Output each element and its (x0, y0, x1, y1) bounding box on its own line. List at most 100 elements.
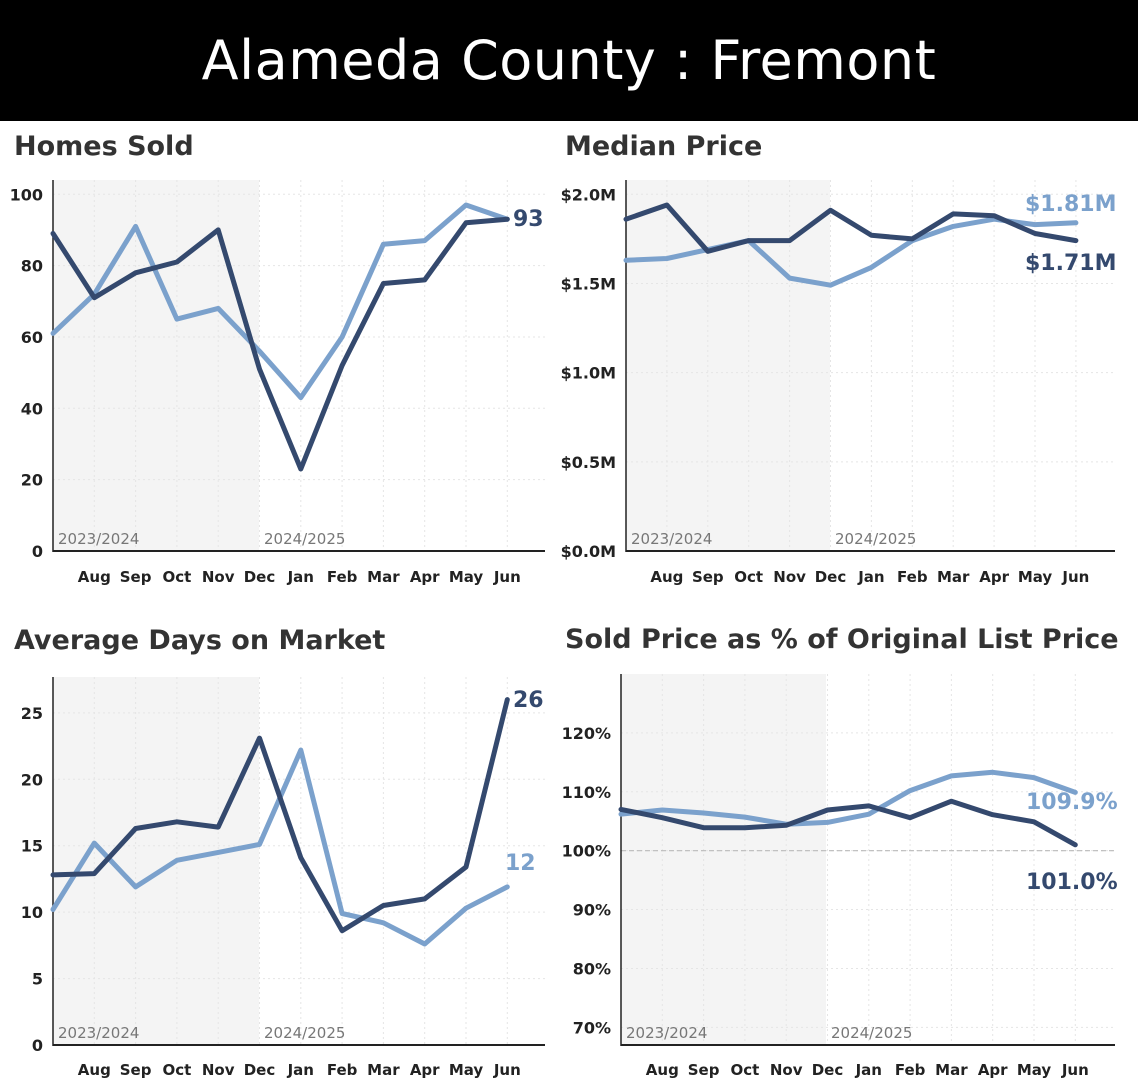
median-price-end-label: $1.81M (1025, 192, 1116, 217)
days-on-market-end-label: 12 (505, 851, 536, 876)
median-price-xtick-label: Aug (650, 568, 683, 586)
days-on-market-xtick-label: Jan (287, 1061, 314, 1079)
days-on-market-ytick-label: 25 (21, 704, 43, 723)
homes-sold-title: Homes Sold (14, 131, 194, 162)
median-price-series-current-line (623, 202, 1079, 254)
median-price-xtick-label: Nov (773, 568, 806, 586)
homes-sold-series-previous-line (50, 202, 510, 401)
sold-to-list-previous-season-shade (621, 674, 826, 1045)
sold-to-list-xtick-label: Dec (812, 1061, 844, 1079)
homes-sold-xtick-label: May (449, 568, 484, 586)
days-on-market-season-label: 2024/2025 (264, 1024, 345, 1042)
homes-sold-ytick-label: 80 (21, 257, 43, 276)
sold-to-list-ytick-label: 70% (573, 1018, 611, 1037)
homes-sold-ytick-label: 40 (21, 399, 43, 418)
sold-to-list-title: Sold Price as % of Original List Price (565, 624, 1119, 655)
sold-to-list-ytick-label: 110% (562, 783, 611, 802)
sold-to-list-xtick-label: Aug (646, 1061, 679, 1079)
median-price-previous-season-shade (626, 180, 830, 551)
median-price-end-label: $1.71M (1025, 251, 1116, 276)
median-price-season-label: 2023/2024 (631, 530, 712, 548)
sold-to-list-ytick-label: 80% (573, 959, 611, 978)
homes-sold-previous-season-shade (53, 180, 259, 551)
median-price-xtick-label: Apr (979, 568, 1009, 586)
homes-sold-season-label: 2023/2024 (58, 530, 139, 548)
homes-sold-season-label: 2024/2025 (264, 530, 345, 548)
homes-sold-ytick-label: 20 (21, 471, 43, 490)
days-on-market-xtick-label: Jun (493, 1061, 521, 1079)
homes-sold-xtick-label: Nov (202, 568, 235, 586)
median-price-ytick-label: $2.0M (561, 185, 616, 204)
homes-sold-xtick-label: Jun (493, 568, 521, 586)
median-price-ytick-label: $1.0M (561, 364, 616, 383)
days-on-market-ytick-label: 20 (21, 770, 43, 789)
days-on-market-xtick-label: Feb (327, 1061, 358, 1079)
homes-sold-xtick-label: Oct (162, 568, 191, 586)
days-on-market-xtick-label: Aug (78, 1061, 111, 1079)
sold-to-list-xtick-label: Sep (688, 1061, 720, 1079)
sold-to-list-xtick-label: Feb (895, 1061, 926, 1079)
homes-sold-xtick-label: Feb (327, 568, 358, 586)
median-price-xtick-label: Oct (734, 568, 763, 586)
days-on-market-ytick-label: 10 (21, 903, 43, 922)
days-on-market-xtick-label: May (449, 1061, 484, 1079)
homes-sold-xtick-label: Mar (367, 568, 400, 586)
sold-to-list-xtick-label: Mar (935, 1061, 968, 1079)
sold-to-list-xtick-label: Oct (730, 1061, 759, 1079)
days-on-market-season-label: 2023/2024 (58, 1024, 139, 1042)
days-on-market-previous-season-shade (53, 677, 259, 1045)
days-on-market-xtick-label: Apr (410, 1061, 440, 1079)
median-price-chart: $0.0M $0.5M $1.0M $1.5M $2.0M Aug Sep Oct Nov Dec… (561, 180, 1116, 586)
median-price-xtick-label: Mar (937, 568, 970, 586)
median-price-xtick-label: Sep (692, 568, 724, 586)
median-price-xtick-label: Jun (1061, 568, 1089, 586)
homes-sold-chart: 0 20 40 60 80 100 Aug Sep Oct Nov Dec Jan Feb Mar Apr M… (10, 180, 545, 586)
days-on-market-xtick-label: Sep (120, 1061, 152, 1079)
sold-to-list-season-label: 2023/2024 (626, 1024, 707, 1042)
median-price-ytick-label: $0.5M (561, 453, 616, 472)
sold-to-list-xtick-label: May (1017, 1061, 1052, 1079)
sold-to-list-ytick-label: 120% (562, 724, 611, 743)
days-on-market-series-current-line (50, 697, 510, 934)
sold-to-list-ytick-label: 100% (562, 842, 611, 861)
days-on-market-xtick-label: Mar (367, 1061, 400, 1079)
homes-sold-end-label: 93 (513, 207, 544, 232)
sold-to-list-ytick-label: 90% (573, 901, 611, 920)
homes-sold-ytick-label: 0 (32, 542, 43, 561)
homes-sold-ytick-label: 60 (21, 328, 43, 347)
sold-to-list-series-current-line (618, 798, 1078, 848)
sold-to-list-chart: 70% 80% 90% 100% 110% 120% Aug Sep Oct Nov Dec Jan F… (562, 674, 1118, 1079)
homes-sold-xtick-label: Apr (410, 568, 440, 586)
days-on-market-end-label: 26 (513, 688, 544, 713)
sold-to-list-xtick-label: Jan (855, 1061, 882, 1079)
days-on-market-chart: 0 5 10 15 20 25 Aug Sep Oct Nov Dec Jan Feb Mar Apr May… (21, 677, 545, 1079)
median-price-ytick-label: $0.0M (561, 542, 616, 561)
sold-to-list-xtick-label: Jun (1061, 1061, 1089, 1079)
days-on-market-title: Average Days on Market (14, 625, 386, 656)
sold-to-list-xtick-label: Nov (770, 1061, 803, 1079)
days-on-market-xtick-label: Oct (162, 1061, 191, 1079)
median-price-season-label: 2024/2025 (835, 530, 916, 548)
days-on-market-xtick-label: Nov (202, 1061, 235, 1079)
homes-sold-xtick-label: Dec (244, 568, 276, 586)
sold-to-list-series-previous-line (618, 769, 1078, 827)
median-price-ytick-label: $1.5M (561, 274, 616, 293)
days-on-market-xtick-label: Dec (244, 1061, 276, 1079)
days-on-market-ytick-label: 0 (32, 1036, 43, 1055)
page-title-bar: Alameda County : Fremont (0, 0, 1138, 121)
homes-sold-xtick-label: Sep (120, 568, 152, 586)
median-price-title: Median Price (565, 131, 763, 162)
median-price-xtick-label: Jan (857, 568, 884, 586)
days-on-market-ytick-label: 5 (32, 970, 43, 989)
sold-to-list-season-label: 2024/2025 (831, 1024, 912, 1042)
days-on-market-ytick-label: 15 (21, 837, 43, 856)
sold-to-list-end-label: 109.9% (1026, 790, 1118, 815)
sold-to-list-xtick-label: Apr (978, 1061, 1008, 1079)
median-price-xtick-label: Feb (897, 568, 928, 586)
homes-sold-ytick-label: 100 (10, 185, 43, 204)
homes-sold-xtick-label: Aug (78, 568, 111, 586)
median-price-xtick-label: Dec (815, 568, 847, 586)
homes-sold-series-current-line (50, 216, 510, 472)
page-title: Alameda County : Fremont (201, 29, 937, 92)
